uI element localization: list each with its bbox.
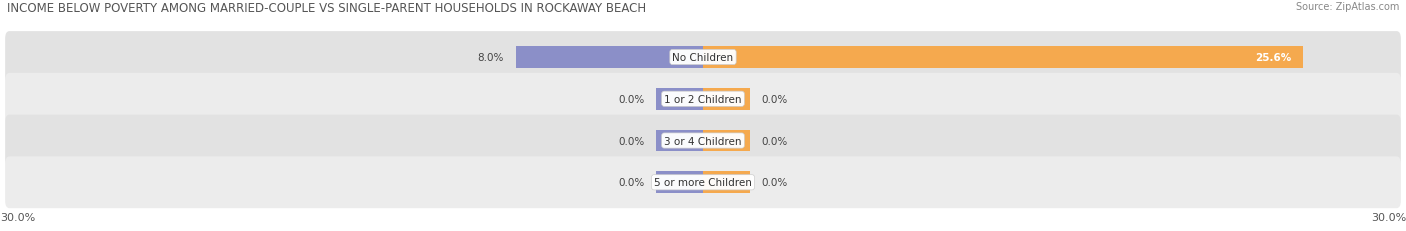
Text: 0.0%: 0.0% — [619, 136, 644, 146]
Text: 0.0%: 0.0% — [619, 177, 644, 188]
Text: 0.0%: 0.0% — [762, 177, 787, 188]
Bar — [703, 172, 749, 193]
FancyBboxPatch shape — [6, 115, 1400, 167]
Text: 30.0%: 30.0% — [0, 212, 35, 222]
Text: 8.0%: 8.0% — [478, 53, 503, 63]
Text: 5 or more Children: 5 or more Children — [654, 177, 752, 188]
Bar — [703, 88, 749, 110]
Text: 0.0%: 0.0% — [762, 94, 787, 104]
FancyBboxPatch shape — [6, 73, 1400, 125]
Text: 0.0%: 0.0% — [619, 94, 644, 104]
Text: 25.6%: 25.6% — [1256, 53, 1291, 63]
Text: INCOME BELOW POVERTY AMONG MARRIED-COUPLE VS SINGLE-PARENT HOUSEHOLDS IN ROCKAWA: INCOME BELOW POVERTY AMONG MARRIED-COUPL… — [7, 2, 647, 15]
Text: 3 or 4 Children: 3 or 4 Children — [664, 136, 742, 146]
Bar — [703, 47, 1303, 69]
Bar — [516, 47, 703, 69]
FancyBboxPatch shape — [6, 157, 1400, 208]
Bar — [703, 130, 749, 152]
Text: No Children: No Children — [672, 53, 734, 63]
Bar — [657, 172, 703, 193]
Bar — [657, 88, 703, 110]
Text: 30.0%: 30.0% — [1371, 212, 1406, 222]
Bar — [657, 130, 703, 152]
Text: 0.0%: 0.0% — [762, 136, 787, 146]
Text: 1 or 2 Children: 1 or 2 Children — [664, 94, 742, 104]
FancyBboxPatch shape — [6, 32, 1400, 84]
Text: Source: ZipAtlas.com: Source: ZipAtlas.com — [1295, 2, 1399, 12]
